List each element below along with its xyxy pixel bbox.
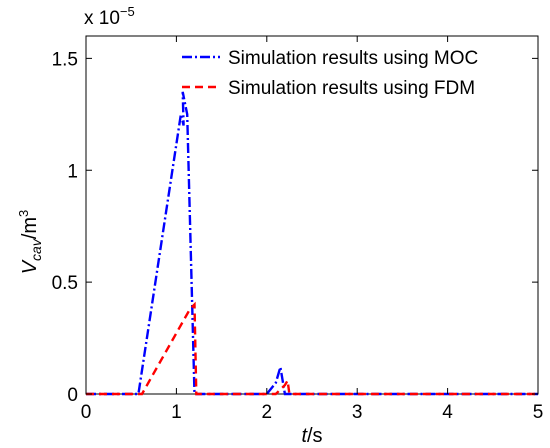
y-tick-label: 0.5 <box>52 273 78 294</box>
x-tick-label: 2 <box>262 402 273 423</box>
legend: Simulation results using MOC Simulation … <box>182 48 478 99</box>
legend-label-fdm: Simulation results using FDM <box>228 78 475 99</box>
y-multiplier-base: x 10 <box>84 8 120 29</box>
y-axis-label-exp: 3 <box>16 210 31 217</box>
y-multiplier: x 10−5 <box>84 4 135 29</box>
x-axis-label: t/s <box>301 425 322 447</box>
legend-label-moc: Simulation results using MOC <box>228 48 478 69</box>
series-layer <box>86 91 538 396</box>
x-tick-label: 3 <box>352 402 363 423</box>
y-tick-label: 0 <box>67 385 78 406</box>
y-axis-label-var: V <box>19 259 41 274</box>
x-tick-label: 5 <box>533 402 544 423</box>
y-axis-label-sub: cav <box>28 238 44 261</box>
series-line-fdm <box>86 301 538 396</box>
x-axis-label-unit: /s <box>307 425 323 447</box>
x-tick-label: 0 <box>81 402 92 423</box>
x-tick-label: 1 <box>171 402 182 423</box>
y-tick-label: 1.5 <box>52 49 78 70</box>
x-axis-label-var: t <box>301 425 308 447</box>
y-axis-label: Vcav/m3 <box>16 210 44 275</box>
series-line-moc <box>86 91 538 396</box>
y-axis-label-unit: /m <box>19 217 41 239</box>
x-tick-label: 4 <box>442 402 453 423</box>
ticks-layer: 0 1 2 3 4 5 0 0.5 1 1.5 <box>52 36 544 423</box>
y-tick-label: 1 <box>67 161 78 182</box>
plot-area: 0 1 2 3 4 5 0 0.5 1 1.5 <box>52 35 544 423</box>
y-multiplier-exp: −5 <box>120 4 135 19</box>
